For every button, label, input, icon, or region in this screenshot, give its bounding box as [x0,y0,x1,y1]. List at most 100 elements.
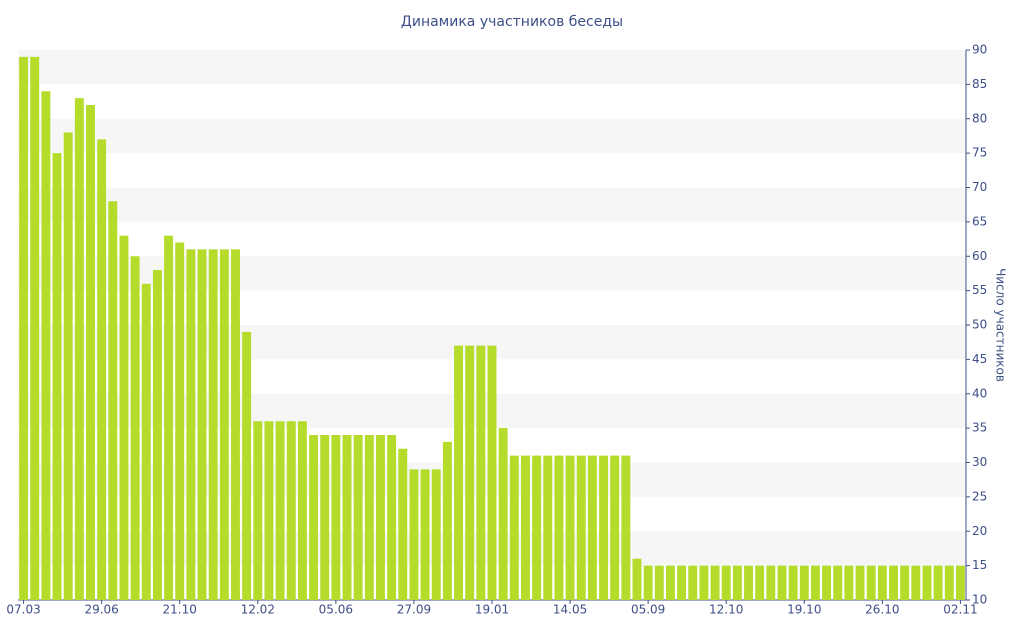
y-tick-label: 85 [972,77,987,91]
y-tick-label: 20 [972,524,987,538]
bar [275,421,285,600]
bar [810,565,820,600]
bar [476,345,486,600]
bar [219,249,229,600]
bar [621,455,631,600]
bar [654,565,664,600]
bar [164,235,174,600]
bar [376,435,385,600]
bar [152,270,162,600]
bar [442,441,452,600]
bar [465,345,475,600]
y-tick-label: 40 [972,386,987,400]
x-tick-label: 05.09 [631,603,665,617]
bar [420,469,430,600]
bar [788,565,798,600]
bar [732,565,742,600]
bar [576,455,586,600]
bar [286,421,296,600]
x-tick-label: 02.11 [943,603,977,617]
x-tick-label: 05.06 [319,603,353,617]
bar [63,132,73,600]
bar [409,469,419,600]
y-tick-label: 35 [972,421,987,435]
bar [320,435,330,600]
bar [933,565,943,600]
y-tick-label: 70 [972,180,987,194]
bar [331,435,341,600]
bar [755,565,765,600]
bar [900,565,910,600]
bar [119,235,129,600]
y-tick-label: 25 [972,489,987,503]
y-tick-label: 30 [972,455,987,469]
bar [264,421,274,600]
y-tick-label: 45 [972,352,987,366]
bar [97,139,107,600]
x-tick-label: 19.10 [787,603,821,617]
bar [86,105,95,600]
bar [242,331,252,600]
bar [844,565,854,600]
grid-band [18,118,966,154]
bar [387,435,397,600]
bar [866,565,876,600]
bar [587,455,597,600]
bar [431,469,441,600]
bar [677,565,687,600]
bar [543,455,553,600]
bar [922,565,932,600]
bar [454,345,464,600]
x-tick-label: 12.10 [709,603,743,617]
bar [565,455,575,600]
bar [208,249,218,600]
y-tick-label: 10 [972,593,987,607]
bar [799,565,809,600]
bar [41,91,51,600]
bar [74,98,84,600]
y-tick-label: 55 [972,283,987,297]
bar [889,565,898,600]
bar [498,428,508,600]
bar [30,56,40,600]
bar [186,249,196,600]
bar [688,565,698,600]
x-tick-label: 29.06 [84,603,118,617]
bar [766,565,776,600]
bar [364,435,374,600]
x-tick-label: 21.10 [163,603,197,617]
grid-band [18,50,966,85]
y-tick-label: 90 [972,43,987,57]
bar [52,153,62,600]
bar [699,565,709,600]
bar [520,455,530,600]
bar [297,421,307,600]
bar [777,565,787,600]
bar [141,283,151,600]
x-tick-label: 27.09 [397,603,431,617]
y-tick-label: 15 [972,558,987,572]
bar [855,565,865,600]
x-tick-label: 19.01 [475,603,509,617]
y-tick-label: 50 [972,318,987,332]
y-tick-label: 60 [972,249,987,263]
bar [632,558,642,600]
bar [833,565,843,600]
bar [643,565,653,600]
bar [19,56,29,600]
bar [253,421,263,600]
bar [721,565,731,600]
x-tick-label: 12.02 [241,603,275,617]
bar [955,565,965,600]
x-tick-label: 07.03 [6,603,40,617]
bar [665,565,675,600]
bar [197,249,207,600]
bar [175,242,185,600]
bar [353,435,363,600]
x-tick-label: 26.10 [865,603,899,617]
bar [509,455,519,600]
y-tick-label: 65 [972,214,987,228]
bar [599,455,608,600]
bar [342,435,352,600]
